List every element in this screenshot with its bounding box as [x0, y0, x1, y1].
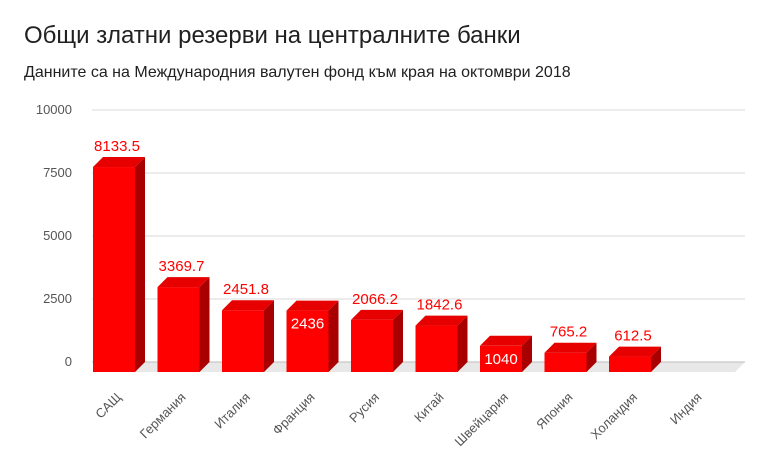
bar-front	[286, 310, 329, 372]
bar-top	[415, 315, 468, 326]
bar	[480, 335, 532, 372]
data-label: 3369.7	[159, 258, 205, 275]
bar-side	[264, 300, 274, 372]
bar-top	[351, 309, 403, 320]
data-label: 1842.6	[417, 297, 463, 314]
bar-top	[222, 300, 274, 311]
bar-top	[157, 277, 210, 288]
x-tick-label: Китай	[411, 390, 446, 425]
bar-front	[544, 352, 587, 372]
bar-side	[393, 309, 403, 372]
x-tick-label: Германия	[137, 390, 189, 442]
bar-top	[609, 346, 661, 357]
data-label: 2451.8	[223, 281, 269, 298]
x-tick-label: Италия	[211, 390, 253, 432]
chart-title: Общи златни резерви на централните банки	[24, 22, 521, 49]
data-label: 765.2	[550, 324, 588, 341]
y-tick-label: 10000	[36, 102, 72, 117]
bar-front	[93, 167, 135, 372]
bar-side	[135, 157, 145, 372]
bar-front	[351, 319, 393, 372]
bar-front	[609, 356, 651, 372]
x-tick-label: САЩ	[92, 390, 124, 422]
bar-side	[522, 335, 532, 372]
bar	[93, 157, 145, 372]
y-tick-label: 0	[65, 354, 72, 369]
bar	[544, 342, 597, 372]
y-tick-label: 7500	[43, 165, 72, 180]
x-tick-label: Франция	[269, 390, 317, 438]
bar-front	[157, 287, 200, 372]
bar-front	[480, 345, 522, 372]
y-tick-label: 5000	[43, 228, 72, 243]
bar	[286, 300, 339, 372]
data-label: 612.5	[614, 328, 652, 345]
y-tick-label: 2500	[43, 291, 72, 306]
data-label: 2066.2	[352, 291, 398, 308]
data-label: 8133.5	[94, 138, 140, 155]
data-label: 2436	[291, 316, 324, 333]
x-tick-label: Холандия	[588, 390, 641, 443]
x-tick-label: Русия	[346, 390, 382, 426]
bar-side	[586, 342, 597, 372]
bar	[351, 309, 403, 372]
bar	[222, 300, 274, 372]
bar-side	[651, 346, 661, 372]
chart-subtitle: Данните са на Международния валутен фонд…	[24, 64, 571, 81]
bar-side	[199, 277, 210, 372]
bar	[609, 346, 661, 372]
bar-top	[480, 335, 532, 346]
x-tick-label: Швейцария	[451, 390, 511, 450]
data-label: 1040	[484, 351, 517, 368]
bar	[157, 277, 210, 372]
bar-side	[457, 315, 468, 372]
bar-top	[544, 342, 597, 353]
bar-top	[93, 157, 145, 168]
bar-top	[286, 300, 339, 311]
x-tick-label: Япония	[533, 390, 576, 433]
bar	[415, 315, 468, 372]
bar-side	[328, 300, 339, 372]
bar-front	[222, 310, 264, 372]
bar-front	[415, 325, 458, 372]
x-tick-label: Индия	[667, 390, 705, 428]
